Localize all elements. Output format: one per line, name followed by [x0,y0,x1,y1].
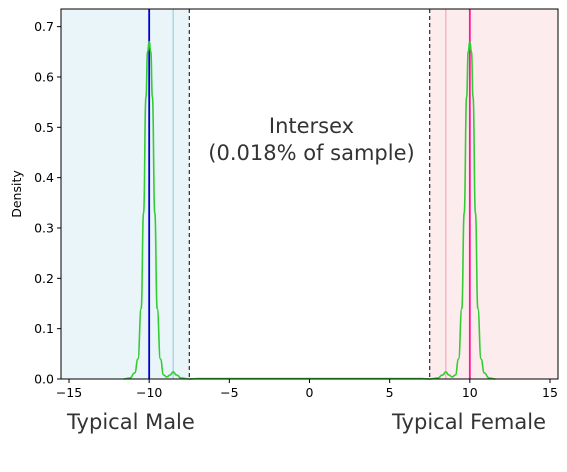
y-axis-label: Density [9,170,24,218]
shaded-region-male [61,9,190,379]
y-tick-label: 0.7 [34,19,54,34]
density-curve [123,40,496,380]
density-curve-group [123,40,496,380]
shaded-regions [61,9,558,379]
y-tick-label: 0.3 [34,220,54,235]
y-tick-label: 0.6 [34,69,54,84]
x-tick-label: −10 [136,385,162,400]
bottom-label-typical-female: Typical Female [392,410,547,434]
bottom-label-typical-male: Typical Male [67,410,195,434]
x-tick-label: 15 [542,385,558,400]
y-tick-label: 0.4 [34,170,54,185]
y-tick-label: 0.5 [34,120,54,135]
x-tick-label: −5 [220,385,238,400]
y-tick-label: 0.1 [34,321,54,336]
y-tick-label: 0.0 [34,372,54,387]
annotation-sample-percent: (0.018% of sample) [208,141,414,165]
x-axis-ticks: −15 −10 −5 0 5 10 15 [56,379,558,400]
y-axis-ticks: 0.0 0.1 0.2 0.3 0.4 0.5 0.6 0.7 [34,19,61,387]
x-tick-label: 10 [462,385,478,400]
y-tick-label: 0.2 [34,271,54,286]
x-tick-label: −15 [56,385,82,400]
x-tick-label: 5 [386,385,394,400]
shaded-region-female [429,9,558,379]
annotation-intersex: Intersex [269,114,354,138]
vertical-lines [148,9,471,379]
x-tick-label: 0 [306,385,314,400]
